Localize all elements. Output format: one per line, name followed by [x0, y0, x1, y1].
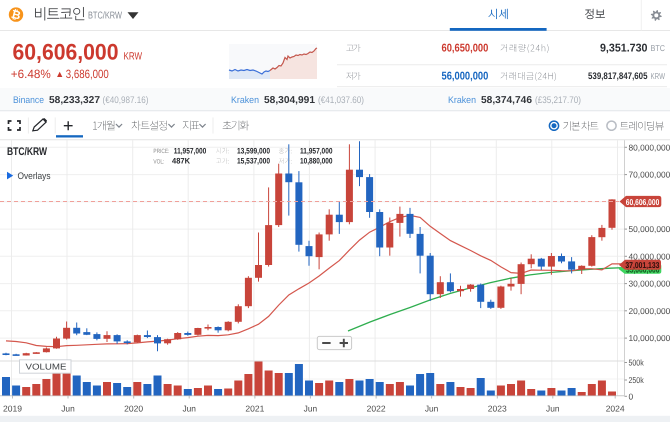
svg-text:9,351.730: 9,351.730	[600, 43, 648, 55]
svg-text:20,000,000: 20,000,000	[629, 306, 670, 316]
svg-text:Jun: Jun	[61, 403, 75, 413]
svg-text:2021: 2021	[245, 403, 264, 413]
svg-text:250k: 250k	[629, 375, 645, 385]
svg-text:BTC/KRW: BTC/KRW	[7, 146, 47, 158]
svg-text:2022: 2022	[367, 403, 386, 413]
svg-text:58,304,991: 58,304,991	[264, 95, 315, 106]
svg-text:56,000,000: 56,000,000	[442, 71, 489, 83]
svg-text:Kraken: Kraken	[448, 95, 476, 106]
svg-text:PRICE:: PRICE:	[153, 148, 169, 155]
svg-text:VOL:: VOL:	[153, 158, 164, 165]
svg-text:0: 0	[629, 391, 634, 401]
svg-text:Overlays: Overlays	[18, 171, 51, 182]
svg-text:Binance: Binance	[13, 95, 44, 106]
svg-text:10,000,000: 10,000,000	[629, 333, 670, 343]
svg-text:▲: ▲	[55, 69, 64, 79]
svg-text:Jun: Jun	[546, 403, 560, 413]
svg-text:30,000,000: 30,000,000	[629, 279, 670, 289]
svg-text:70,000,000: 70,000,000	[629, 170, 670, 180]
svg-text:539,817,847,605: 539,817,847,605	[588, 71, 648, 82]
svg-text:11,957,000: 11,957,000	[174, 146, 207, 155]
svg-text:2019: 2019	[3, 403, 22, 413]
svg-text:40,000,000: 40,000,000	[629, 251, 670, 261]
svg-text:37,001,133: 37,001,133	[625, 260, 659, 270]
svg-text:₿: ₿	[10, 8, 22, 23]
svg-text:(£35,217.70): (£35,217.70)	[535, 95, 581, 106]
svg-text:60,606,000: 60,606,000	[13, 40, 119, 65]
svg-text:Jun: Jun	[425, 403, 439, 413]
svg-text:(€40,987.16): (€40,987.16)	[103, 95, 149, 106]
svg-text:(€41,037.60): (€41,037.60)	[318, 95, 364, 106]
svg-text:60,650,000: 60,650,000	[442, 43, 489, 55]
svg-text:3,686,000: 3,686,000	[66, 67, 109, 81]
svg-text:Jun: Jun	[304, 403, 318, 413]
svg-text:2023: 2023	[488, 403, 507, 413]
svg-text:Jun: Jun	[182, 403, 196, 413]
svg-text:60,606,000: 60,606,000	[626, 197, 660, 207]
svg-text:+6.48%: +6.48%	[11, 67, 51, 81]
svg-text:Kraken: Kraken	[231, 95, 259, 106]
svg-text:11,957,000: 11,957,000	[300, 146, 333, 155]
svg-text:58,233,327: 58,233,327	[49, 95, 100, 106]
svg-text:10,880,000: 10,880,000	[300, 157, 333, 166]
svg-text:KRW: KRW	[651, 71, 666, 81]
svg-text:58,374,746: 58,374,746	[481, 95, 532, 106]
svg-text:BTC: BTC	[651, 43, 666, 53]
svg-text:2020: 2020	[124, 403, 143, 413]
svg-text:500k: 500k	[629, 358, 645, 368]
svg-text:50,000,000: 50,000,000	[629, 224, 670, 234]
svg-text:487K: 487K	[172, 157, 190, 166]
svg-text:BTC/KRW: BTC/KRW	[88, 10, 122, 21]
svg-text:13,599,000: 13,599,000	[237, 146, 270, 155]
svg-text:2024: 2024	[606, 403, 625, 413]
svg-text:15,537,000: 15,537,000	[237, 157, 270, 166]
svg-text:80,000,000: 80,000,000	[629, 142, 670, 152]
svg-text:KRW: KRW	[124, 51, 143, 63]
svg-text:VOLUME: VOLUME	[26, 362, 67, 372]
